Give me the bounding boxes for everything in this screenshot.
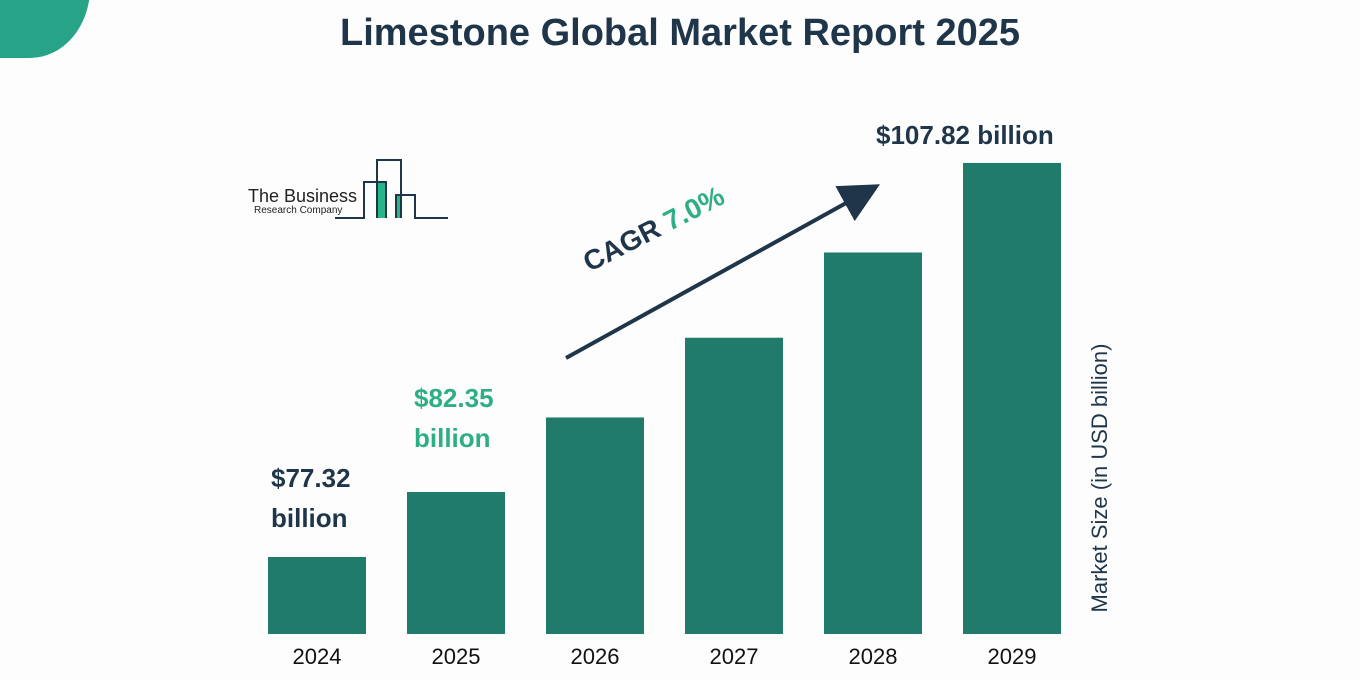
x-tick-2027: 2027 <box>709 644 759 669</box>
bar-2025 <box>407 492 505 634</box>
logo-buildings-icon <box>335 159 448 219</box>
chart-title: Limestone Global Market Report 2025 <box>340 12 1020 54</box>
x-tick-2026: 2026 <box>570 644 620 669</box>
data-label-2024-unit: billion <box>271 503 348 533</box>
bar-2028 <box>824 252 922 634</box>
logo-line2: Research Company <box>254 205 343 216</box>
x-tick-2025: 2025 <box>431 644 481 669</box>
bar-2024 <box>268 556 366 634</box>
logo-line1: The Business <box>248 186 358 206</box>
cagr-arrow <box>565 184 880 360</box>
x-tick-2024: 2024 <box>292 644 342 669</box>
x-tick-2029: 2029 <box>987 644 1037 669</box>
data-label-2029: $107.82 billion <box>876 120 1054 150</box>
data-label-2024: $77.32 billion <box>271 458 351 538</box>
data-label-2025: $82.35 billion <box>414 378 494 458</box>
bar-2027 <box>685 337 783 634</box>
data-label-2025-unit: billion <box>414 423 491 453</box>
y-axis-label: Market Size (in USD billion) <box>1087 343 1112 613</box>
data-label-2024-value: $77.32 <box>271 463 351 493</box>
bar-2029 <box>963 162 1061 634</box>
data-label-2025-value: $82.35 <box>414 383 494 413</box>
company-logo: The Business Research Company <box>240 150 460 230</box>
x-tick-2028: 2028 <box>848 644 898 669</box>
bar-2026 <box>546 417 644 634</box>
